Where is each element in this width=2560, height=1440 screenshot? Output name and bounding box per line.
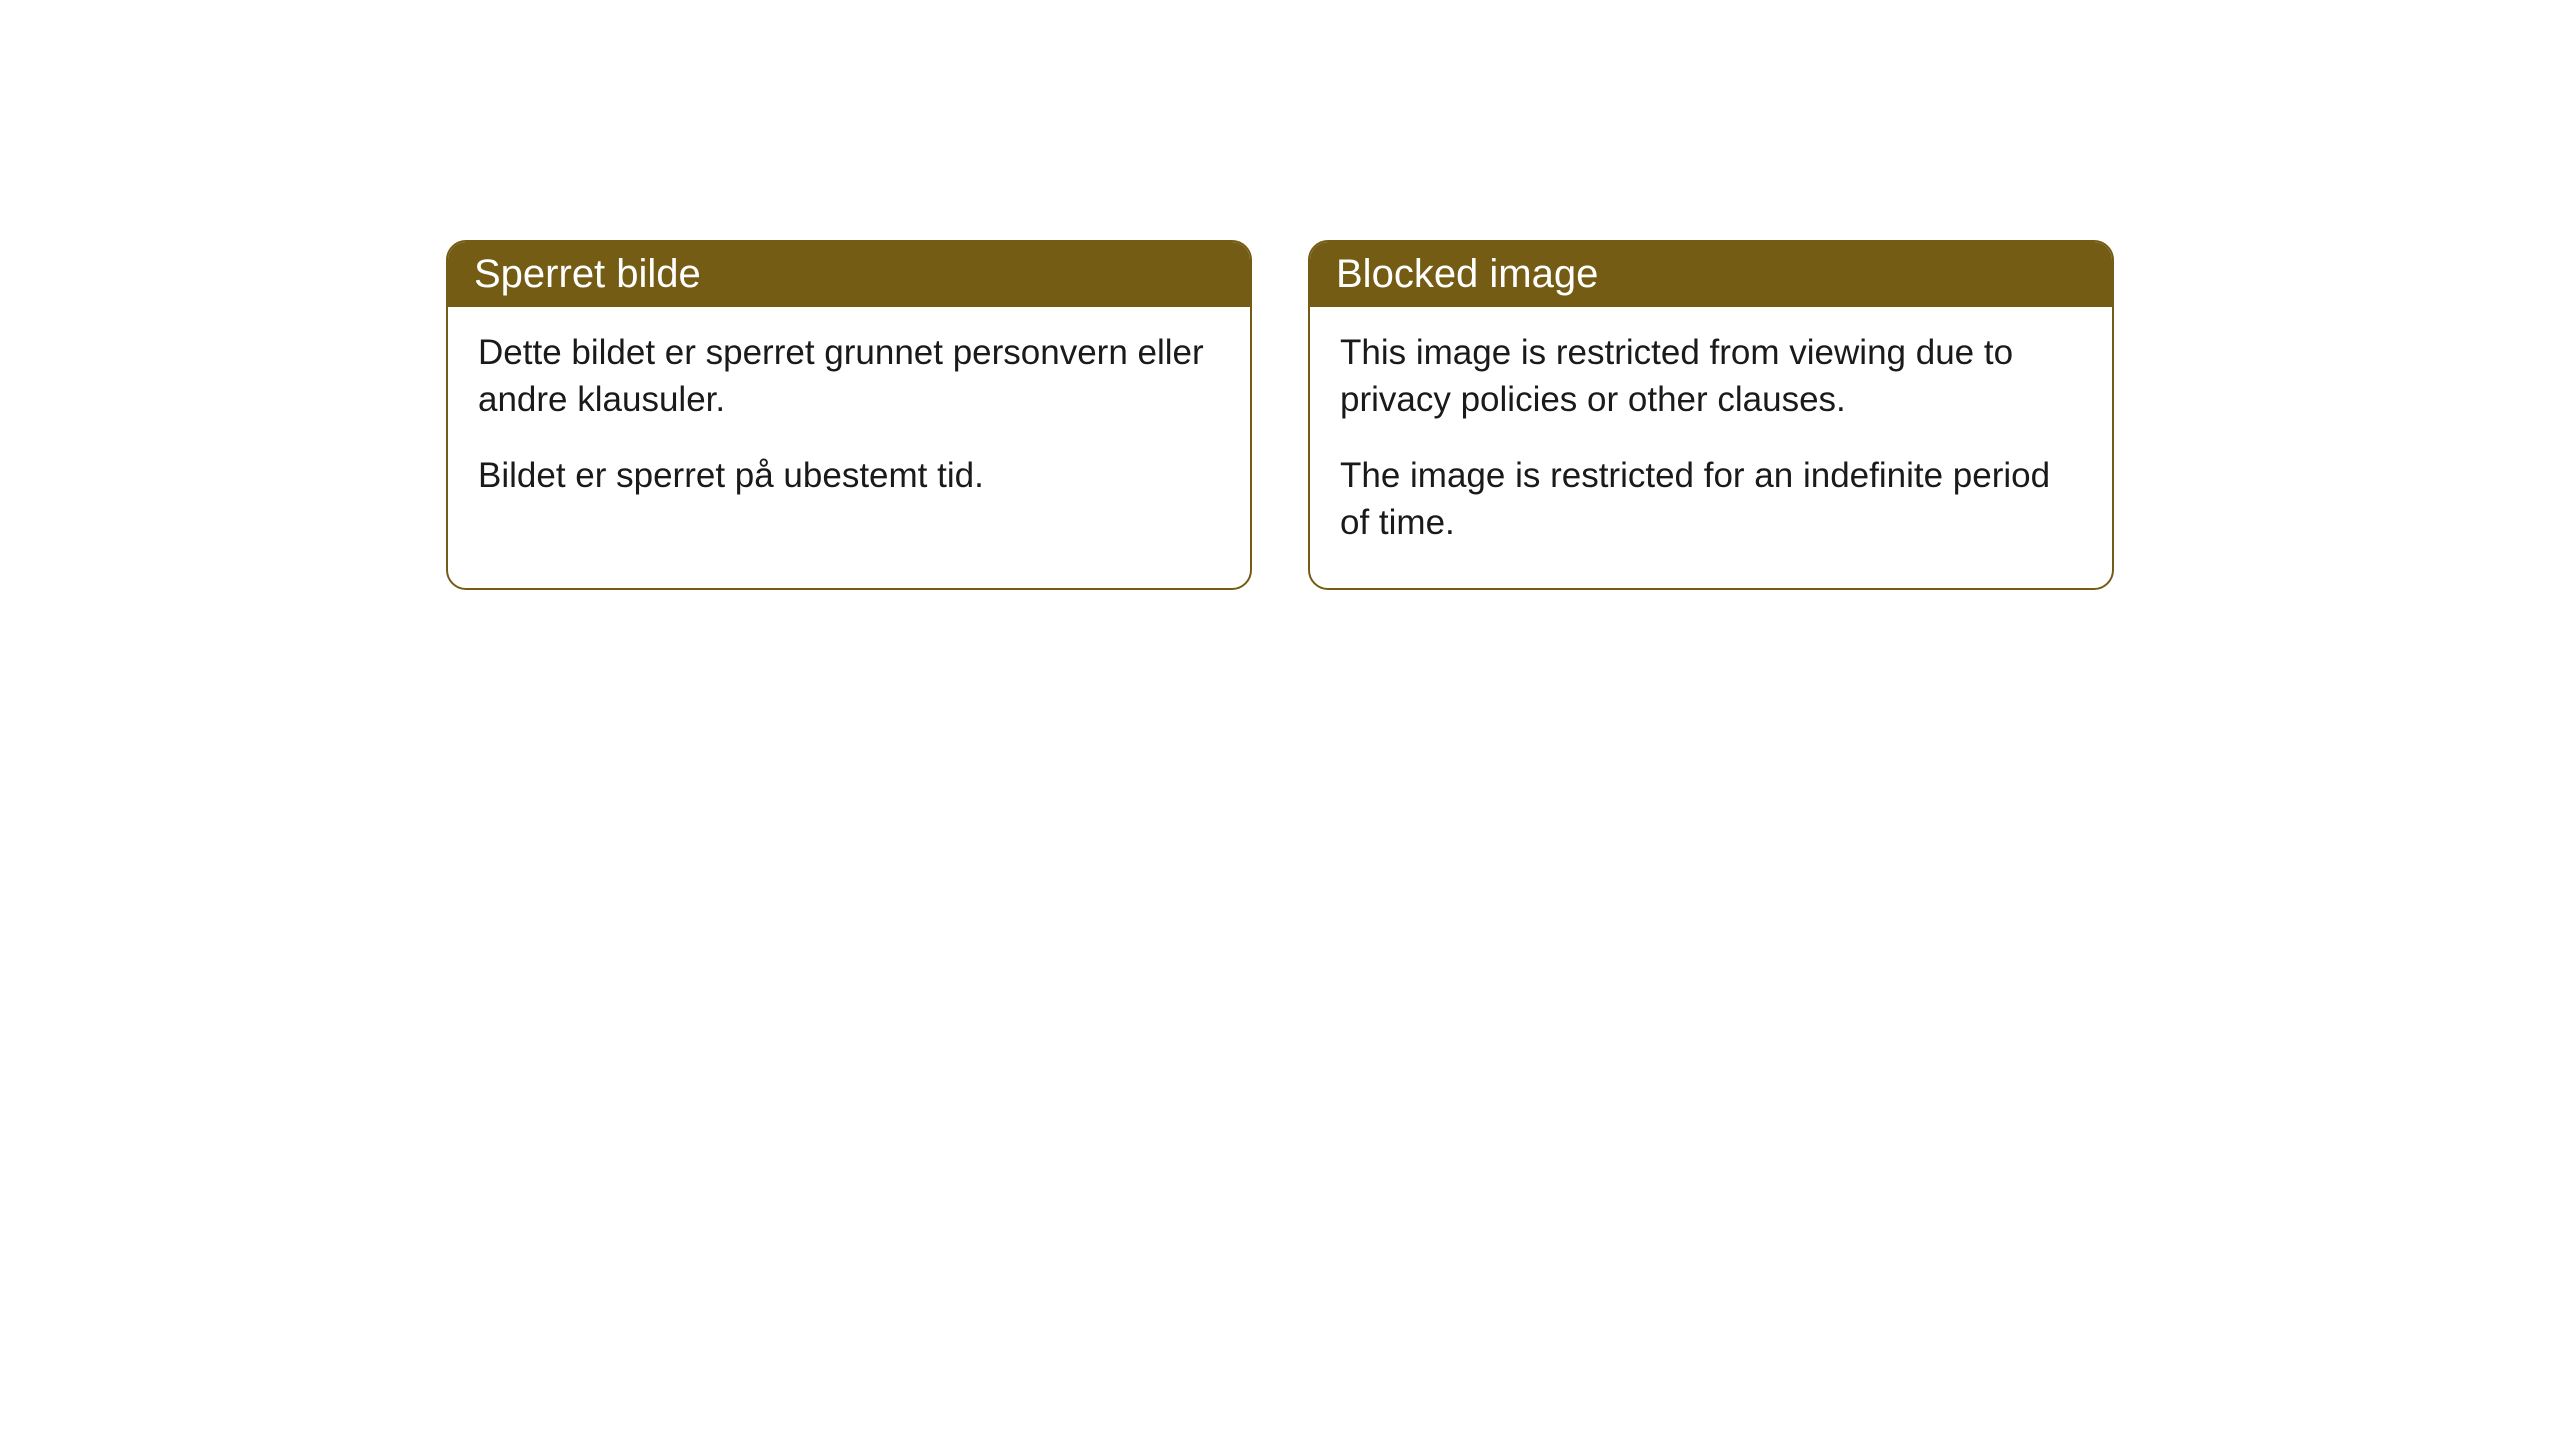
card-body: Dette bildet er sperret grunnet personve… (448, 307, 1250, 541)
card-title: Blocked image (1336, 252, 1598, 296)
card-title: Sperret bilde (474, 252, 701, 296)
info-cards-container: Sperret bilde Dette bildet er sperret gr… (446, 240, 2114, 590)
card-header: Blocked image (1310, 242, 2112, 307)
info-card-norwegian: Sperret bilde Dette bildet er sperret gr… (446, 240, 1252, 590)
card-paragraph: The image is restricted for an indefinit… (1340, 452, 2082, 547)
card-paragraph: Bildet er sperret på ubestemt tid. (478, 452, 1220, 499)
card-paragraph: This image is restricted from viewing du… (1340, 329, 2082, 424)
info-card-english: Blocked image This image is restricted f… (1308, 240, 2114, 590)
card-body: This image is restricted from viewing du… (1310, 307, 2112, 588)
card-paragraph: Dette bildet er sperret grunnet personve… (478, 329, 1220, 424)
card-header: Sperret bilde (448, 242, 1250, 307)
